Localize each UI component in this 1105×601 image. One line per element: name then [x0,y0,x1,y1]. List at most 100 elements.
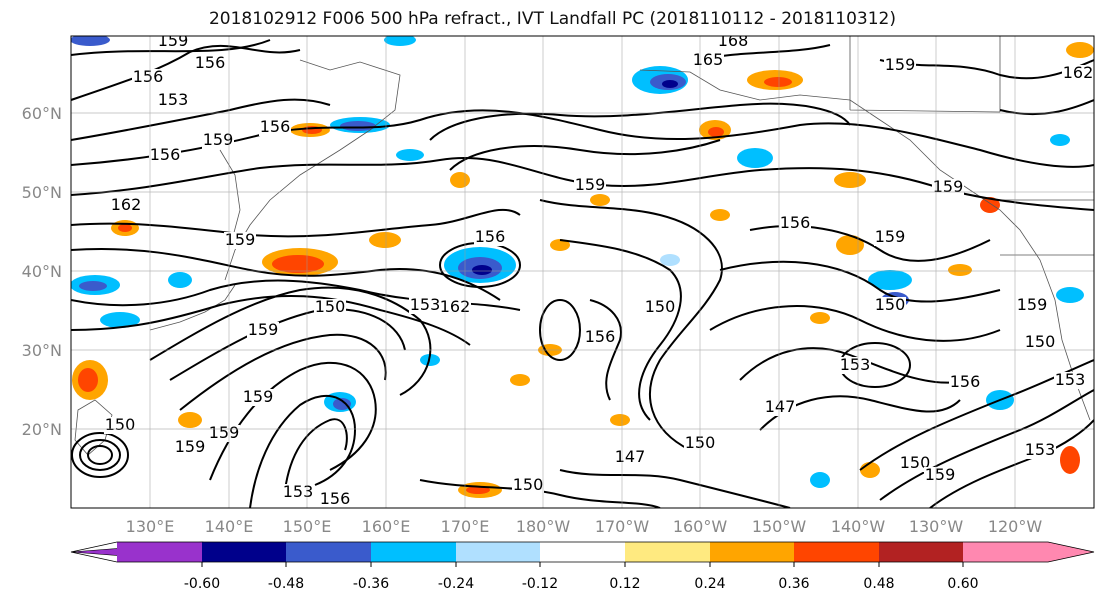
contour-line [419,479,661,508]
contour-label: 156 [320,489,351,508]
contour-line [149,286,432,396]
contour-line [999,99,1094,116]
contour-label: 159 [575,175,606,194]
contour-label-bg [1062,65,1094,82]
anomaly-patch [948,264,972,276]
anomaly-patch [79,281,107,291]
coastline [1000,199,1094,256]
longitude-label: 130°W [909,517,964,536]
anomaly-patch [710,209,730,221]
longitude-label: 130°E [126,517,175,536]
contour-label-bg [474,229,506,246]
contour-label: 150 [315,297,346,316]
contour-label: 159 [203,130,234,149]
contour-line [709,305,1001,342]
contour-label: 159 [175,437,206,456]
contour-line [739,347,971,384]
longitude-label: 120°W [988,517,1043,536]
contour-label: 150 [900,453,931,472]
contour-label: 159 [158,31,189,50]
anomaly-patch [737,148,773,168]
contour-label-bg [899,455,931,472]
longitude-label: 140°E [205,517,254,536]
colorbar: -0.60 -0.48 -0.36 -0.24 -0.12 0.12 0.24 0.36 0.4… [70,541,1095,592]
contour-line [539,299,581,361]
contour-label: 156 [150,145,181,164]
contour-label: 165 [693,50,724,69]
contour-label-bg [259,119,291,136]
contour-label: 156 [133,67,164,86]
latitude-label: 30°N [22,341,62,360]
contour-label: 156 [950,372,981,391]
contour-label-bg [512,477,544,494]
anomaly-patch [764,77,792,87]
contour-label: 150 [105,415,136,434]
contour-label: 147 [615,447,646,466]
contour-label: 153 [410,295,441,314]
contour-label: 159 [885,55,916,74]
longitude-label: 150°E [283,517,332,536]
contour-line [879,389,1094,501]
colorbar-tick-label: 0.48 [863,576,894,592]
contour-line [559,469,791,508]
anomaly-patch [450,172,470,188]
anomaly-patch [834,172,866,188]
anomaly-patch [868,270,912,290]
contour-label-bg [949,374,981,391]
anomaly-patch [396,149,424,161]
colorbar-outline [70,541,1095,563]
contour-label: 156 [260,117,291,136]
contour-line [71,44,301,101]
contour-line [71,39,271,56]
contour-label: 150 [1025,332,1056,351]
contour-label: 159 [209,423,240,442]
anomaly-patch [100,312,140,328]
contour-label: 153 [158,90,189,109]
anomaly-patch [836,235,864,255]
contour-label-bg [924,467,956,484]
contour-line [719,260,1001,303]
anomaly-patch [71,36,110,46]
contour-label-bg [149,147,181,164]
contour-label-bg [574,177,606,194]
contour-label-bg [717,36,749,50]
colorbar-segment [371,542,456,562]
coastline-layer [74,36,1094,456]
colorbar-segment [625,542,710,562]
colorbar-tick-label: 0.24 [694,576,725,592]
contour-line [559,239,682,421]
contour-label-bg [104,417,136,434]
contour-label: 159 [225,230,256,249]
contour-label-bg [1024,442,1056,459]
contour-label-bg [779,215,811,232]
contour-label: 153 [283,482,314,501]
longitude-label: 180°W [516,517,571,536]
anomaly-patch [550,239,570,251]
contour-label: 156 [195,53,226,72]
longitude-label: 170°W [595,517,650,536]
contour-label-bg [409,297,441,314]
contour-label: 153 [1055,370,1086,389]
contour-label: 168 [718,31,749,50]
anomaly-patch [369,232,401,248]
colorbar-tick-label: 0.12 [609,576,640,592]
contour-label: 150 [645,297,676,316]
contour-label-bg [644,299,676,316]
contour-line [71,294,471,346]
latitude-label: 60°N [22,104,62,123]
contour-line [79,439,121,471]
map-title: 2018102912 F006 500 hPa refract., IVT La… [208,9,896,29]
anomaly-patch [708,127,724,137]
contour-line [249,394,357,508]
colorbar-segment [710,542,794,562]
contour-label-bg [110,197,142,214]
contour-line [179,333,387,411]
colorbar-segment [540,542,625,562]
contour-label: 159 [875,227,906,246]
anomaly-patch [1056,287,1084,303]
anomaly-patch [168,272,192,288]
latitude-label: 20°N [22,420,62,439]
contour-line [284,418,348,491]
contour-label-bg [319,491,351,508]
